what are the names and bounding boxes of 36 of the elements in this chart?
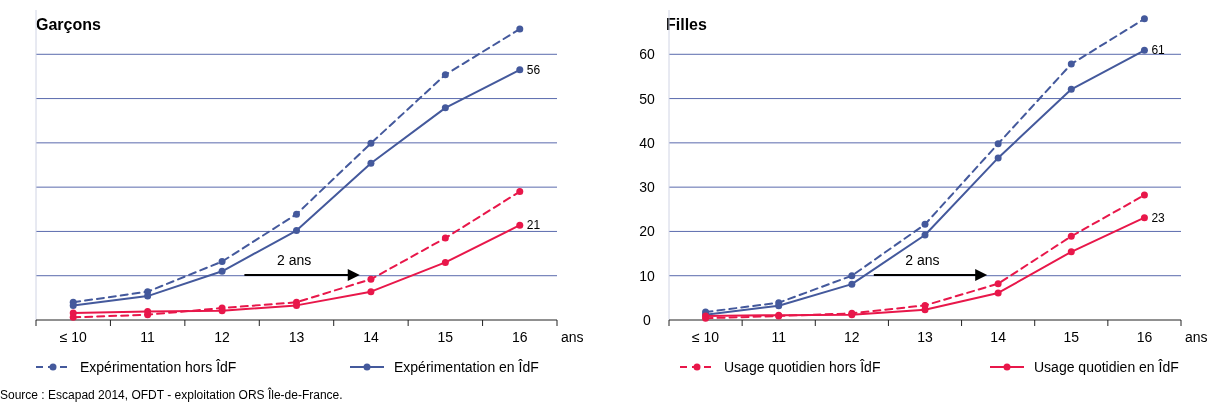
- legend-label: Expérimentation hors ÎdF: [80, 359, 237, 375]
- data-label: 61: [1151, 43, 1166, 58]
- x-tick-label: 15: [1063, 329, 1080, 345]
- legend-label: Usage quotidien hors ÎdF: [724, 359, 881, 375]
- data-label: 21: [526, 218, 541, 233]
- source-note: Source : Escapad 2014, OFDT - exploitation ORS Île-de-France.: [0, 387, 343, 402]
- data-label: 56: [526, 62, 541, 77]
- legend-label: Usage quotidien en ÎdF: [1034, 359, 1179, 375]
- x-tick-label: 11: [771, 329, 787, 345]
- data-label: 23: [1151, 210, 1166, 225]
- x-tick-label: 15: [437, 329, 454, 345]
- y-tick-label: 20: [639, 223, 655, 240]
- annotation: 2 ans: [276, 252, 312, 268]
- x-tick-label: 14: [990, 329, 1007, 345]
- x-tick-label: 13: [917, 329, 933, 345]
- annotation: 2 ans: [905, 252, 940, 268]
- y-tick-label: 60: [639, 46, 655, 63]
- y-tick-label: 0: [643, 312, 652, 328]
- x-tick-label: 14: [363, 329, 379, 345]
- y-tick-label: 30: [639, 179, 655, 196]
- x-tick-label: 12: [214, 329, 231, 345]
- y-tick-label: 50: [639, 90, 655, 107]
- y-tick-label: 10: [639, 267, 655, 284]
- x-tick-label: 16: [1136, 329, 1153, 345]
- x-tick-label: ≤ 10: [691, 329, 720, 345]
- chart-title: Garçons: [36, 16, 102, 33]
- x-tick-label: 16: [512, 329, 528, 345]
- legend-label: Expérimentation en ÎdF: [394, 359, 539, 375]
- chart-title: Filles: [666, 16, 708, 33]
- x-axis-title: ans: [561, 329, 584, 345]
- x-tick-label: 12: [844, 329, 860, 345]
- x-tick-label: 13: [288, 329, 305, 345]
- x-axis-title: ans: [1185, 329, 1208, 345]
- x-tick-label: 11: [140, 329, 156, 345]
- y-tick-label: 40: [639, 134, 655, 151]
- x-tick-label: ≤ 10: [59, 329, 87, 345]
